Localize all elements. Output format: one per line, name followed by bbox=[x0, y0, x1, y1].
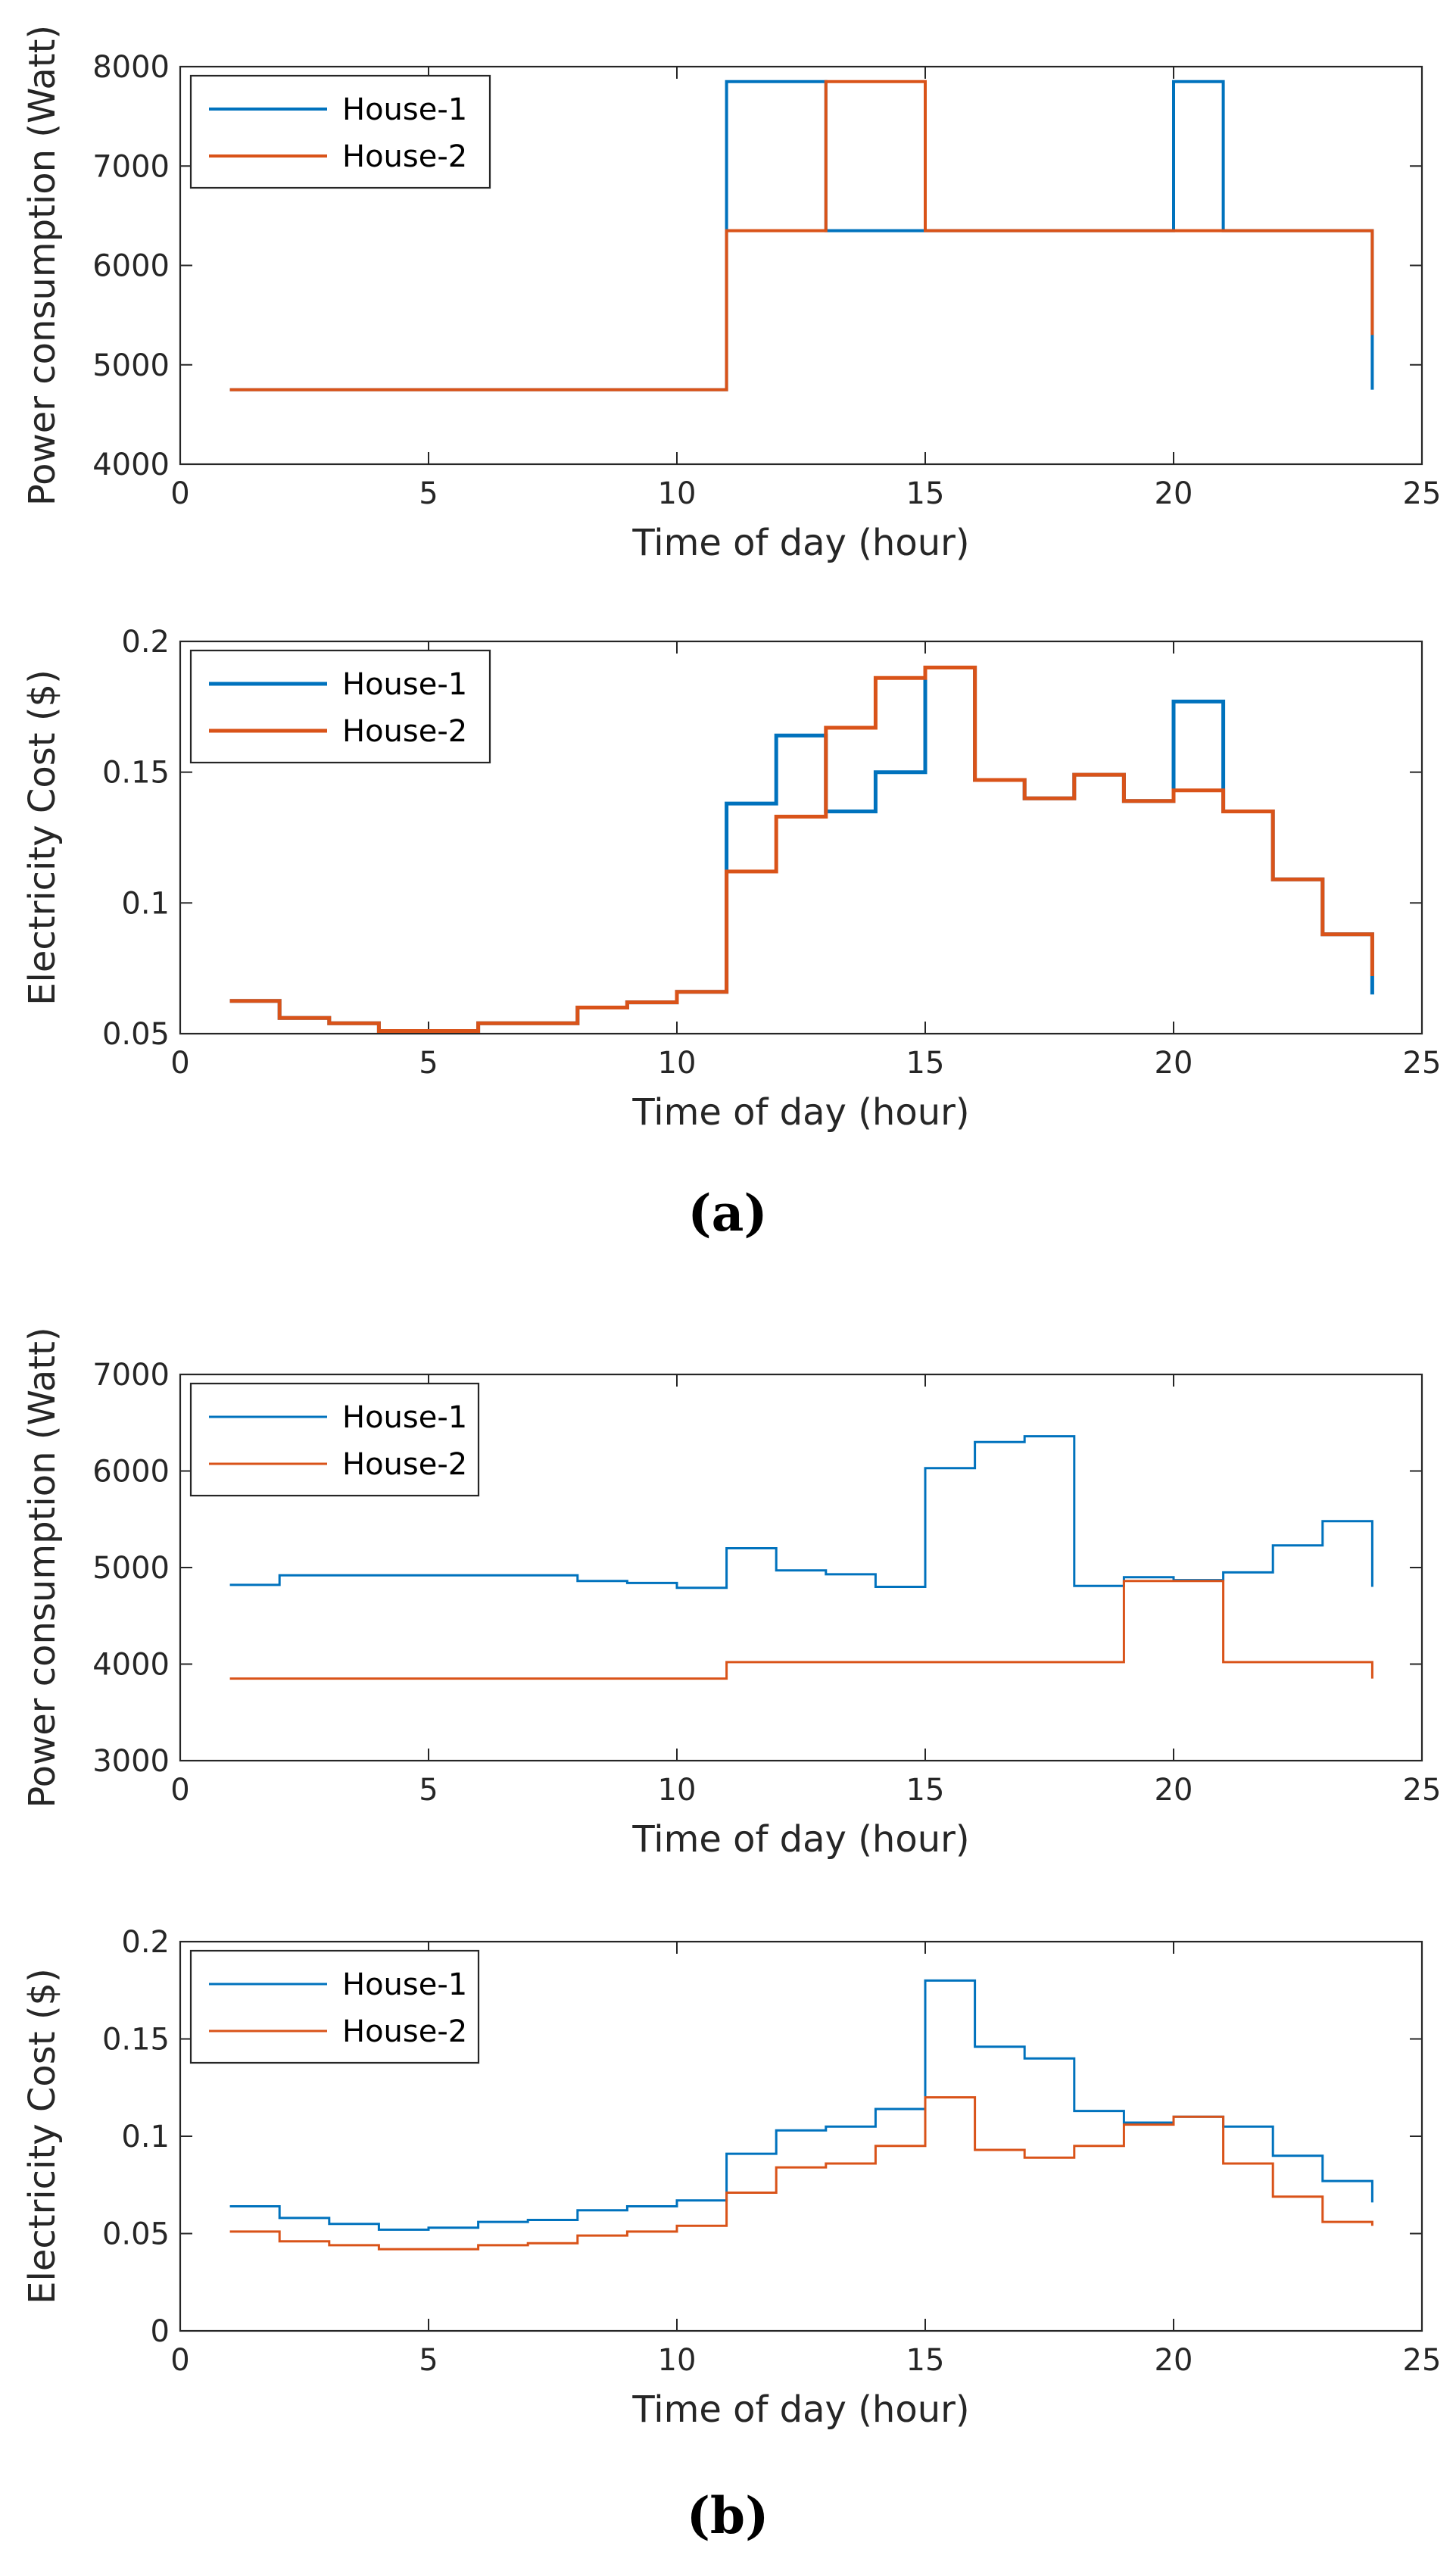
chart-b2-legend-label-house-1: House-1 bbox=[342, 1967, 467, 2002]
chart-b2-series-house-2 bbox=[229, 2096, 1373, 2251]
chart-a1-y-tick-label: 5000 bbox=[92, 348, 170, 383]
chart-a1-legend-box bbox=[189, 74, 491, 189]
chart-b1-x-tick-label: 5 bbox=[419, 1773, 438, 1808]
chart-b1-x-tick-label: 10 bbox=[658, 1773, 697, 1808]
chart-a1-y-tick-label: 4000 bbox=[92, 448, 170, 482]
chart-b2-y-axis-label: Electricity Cost ($) bbox=[21, 1968, 64, 2304]
chart-b2-x-tick-label: 25 bbox=[1403, 2343, 1442, 2378]
chart-b2-y-tick-label: 0.15 bbox=[102, 2023, 170, 2058]
chart-b2-y-tick-label: 0 bbox=[151, 2314, 170, 2349]
chart-a1-x-tick-label: 5 bbox=[419, 476, 438, 511]
chart-b1-y-tick-label: 5000 bbox=[92, 1551, 170, 1586]
chart-a1-y-tick-label: 8000 bbox=[92, 50, 170, 85]
chart-b2-x-tick-label: 15 bbox=[906, 2343, 945, 2378]
chart-b2-y-tick-label: 0.1 bbox=[121, 2120, 170, 2154]
chart-a2-legend-box bbox=[189, 649, 491, 764]
chart-a2-y-tick-label: 0.15 bbox=[102, 756, 170, 791]
chart-b2-y-tick-label: 0.2 bbox=[121, 1925, 170, 1960]
chart-b1-y-tick-label: 7000 bbox=[92, 1358, 170, 1393]
chart-b1-x-tick-label: 20 bbox=[1155, 1773, 1193, 1808]
chart-b1-y-tick-label: 4000 bbox=[92, 1648, 170, 1683]
chart-a-power-consumption: 0 5 10 15 20 25 4000 5000 6000 7000 8000 Time of da… bbox=[21, 25, 1441, 564]
chart-a1-y-tick-label: 7000 bbox=[92, 149, 170, 184]
chart-a1-y-axis-label: Power consumption (Watt) bbox=[21, 25, 64, 506]
chart-a2-x-axis-label: Time of day (hour) bbox=[631, 1091, 969, 1134]
chart-a2-y-tick-label: 0.2 bbox=[121, 625, 170, 660]
chart-b1-y-tick-label: 6000 bbox=[92, 1455, 170, 1490]
chart-a2-plot-frame bbox=[179, 640, 1423, 1035]
chart-b1-x-tick-label: 0 bbox=[170, 1773, 189, 1808]
chart-b-electricity-cost: 0 5 10 15 20 25 0 0.05 0.1 0.15 0.2 Time of day (ho… bbox=[21, 1925, 1441, 2431]
chart-b1-legend-box bbox=[189, 1382, 480, 1497]
chart-a1-x-tick-label: 0 bbox=[170, 476, 189, 511]
chart-b2-legend-box bbox=[189, 1949, 480, 2064]
chart-a-electricity-cost: 0 5 10 15 20 25 0.05 0.1 0.15 0.2 Time of day (hou… bbox=[21, 625, 1441, 1134]
chart-b2-x-tick-label: 20 bbox=[1155, 2343, 1193, 2378]
chart-b1-legend: House-1 House-2 bbox=[189, 1382, 480, 1497]
chart-a2-x-tick-label: 25 bbox=[1403, 1046, 1442, 1081]
chart-a2-x-tick-label: 10 bbox=[658, 1046, 697, 1081]
chart-b1-series-house-1 bbox=[229, 1435, 1373, 1590]
chart-a2-y-tick-label: 0.05 bbox=[102, 1017, 170, 1052]
chart-b1-legend-label-house-1: House-1 bbox=[342, 1400, 467, 1435]
chart-a1-x-axis-label: Time of day (hour) bbox=[631, 522, 969, 564]
chart-b1-y-tick-label: 3000 bbox=[92, 1744, 170, 1779]
chart-b2-y-tick-label: 0.05 bbox=[102, 2217, 170, 2252]
chart-a2-legend-label-house-2: House-2 bbox=[342, 714, 467, 749]
chart-a1-legend: House-1 House-2 bbox=[189, 74, 491, 189]
chart-b2-x-tick-label: 5 bbox=[419, 2343, 438, 2378]
chart-a1-x-tick-label: 15 bbox=[906, 476, 945, 511]
chart-a1-x-tick-label: 25 bbox=[1403, 476, 1442, 511]
caption-b: (b) bbox=[687, 2486, 769, 2545]
chart-a2-y-tick-label: 0.1 bbox=[121, 886, 170, 921]
chart-a2-x-tick-label: 15 bbox=[906, 1046, 945, 1081]
chart-a2-legend: House-1 House-2 bbox=[189, 649, 491, 764]
chart-a2-series-house-2 bbox=[229, 666, 1374, 1033]
chart-b2-x-axis-label: Time of day (hour) bbox=[631, 2388, 969, 2431]
chart-b1-x-tick-label: 25 bbox=[1403, 1773, 1442, 1808]
chart-b2-legend: House-1 House-2 bbox=[189, 1949, 480, 2064]
chart-b1-series-house-2 bbox=[229, 1580, 1373, 1680]
chart-b2-legend-label-house-2: House-2 bbox=[342, 2014, 467, 2049]
chart-b2-x-tick-label: 0 bbox=[170, 2343, 189, 2378]
chart-a1-legend-label-house-1: House-1 bbox=[342, 92, 467, 127]
chart-b1-x-axis-label: Time of day (hour) bbox=[631, 1818, 969, 1861]
chart-b1-x-tick-label: 15 bbox=[906, 1773, 945, 1808]
chart-b-power-consumption: 0 5 10 15 20 25 3000 4000 5000 6000 7000 Time of da… bbox=[21, 1327, 1441, 1861]
chart-b1-legend-label-house-2: House-2 bbox=[342, 1447, 467, 1482]
chart-b1-y-axis-label: Power consumption (Watt) bbox=[21, 1327, 64, 1808]
chart-a2-x-tick-label: 5 bbox=[419, 1046, 438, 1081]
chart-a2-y-axis-label: Electricity Cost ($) bbox=[21, 669, 64, 1006]
chart-a2-x-tick-label: 0 bbox=[170, 1046, 189, 1081]
chart-a1-series-house-2 bbox=[229, 80, 1374, 392]
chart-a1-legend-label-house-2: House-2 bbox=[342, 139, 467, 174]
chart-a2-x-tick-label: 20 bbox=[1155, 1046, 1193, 1081]
chart-a1-x-tick-label: 10 bbox=[658, 476, 697, 511]
caption-a: (a) bbox=[687, 1184, 767, 1243]
chart-a1-x-tick-label: 20 bbox=[1155, 476, 1193, 511]
chart-a2-legend-label-house-1: House-1 bbox=[342, 667, 467, 702]
chart-a1-y-tick-label: 6000 bbox=[92, 249, 170, 284]
chart-b2-x-tick-label: 10 bbox=[658, 2343, 697, 2378]
